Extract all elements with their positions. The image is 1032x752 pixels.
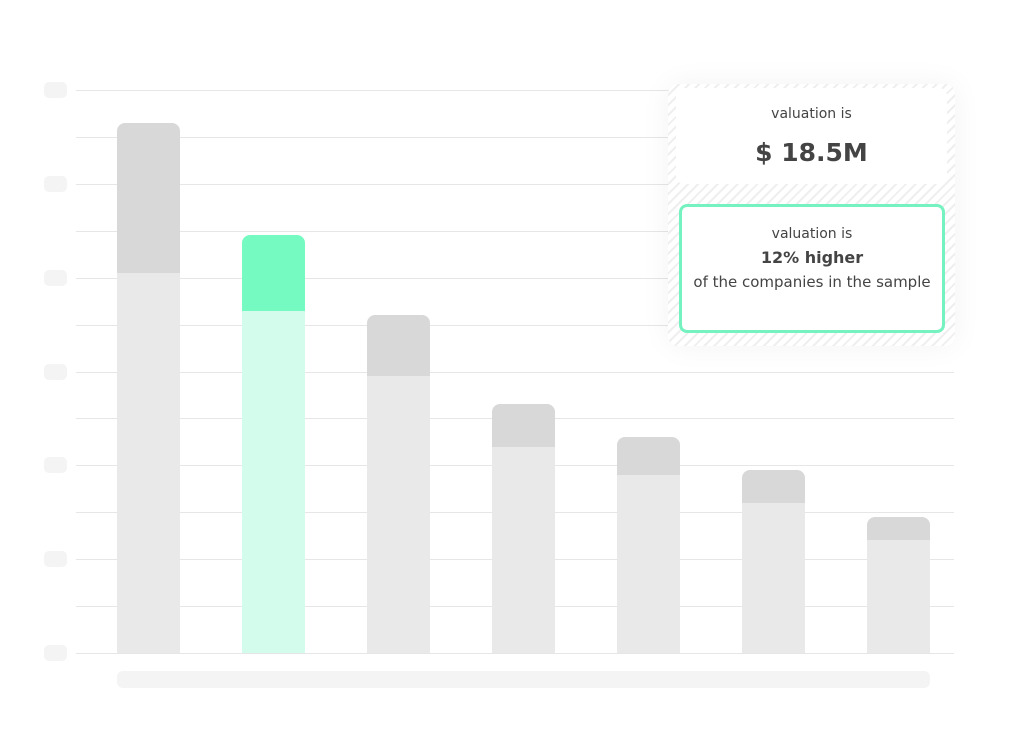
bar <box>742 470 805 653</box>
bar-top-segment <box>617 437 680 475</box>
valuation-label: valuation is <box>771 106 852 122</box>
gridline <box>76 325 954 326</box>
bar <box>117 122 180 653</box>
y-tick-placeholder <box>44 82 67 98</box>
gridline <box>76 137 954 138</box>
bar-top-segment <box>367 315 430 377</box>
valuation-amount-card: valuation is $ 18.5M <box>676 88 947 184</box>
comparison-label: valuation is <box>771 226 853 242</box>
x-axis-placeholder-label <box>117 671 930 688</box>
bar <box>367 315 430 653</box>
bar <box>492 404 555 653</box>
bar <box>867 516 930 653</box>
gridline <box>76 278 954 279</box>
bar-base-segment <box>617 474 680 653</box>
y-tick-placeholder <box>44 176 67 192</box>
y-tick-placeholder <box>44 645 67 661</box>
comparison-headline: 12% higher <box>760 248 864 267</box>
bar-top-segment <box>117 122 180 273</box>
y-tick-placeholder <box>44 457 67 473</box>
gridline <box>76 372 954 373</box>
valuation-tooltip: valuation is $ 18.5M valuation is 12% hi… <box>668 84 955 346</box>
bar-base-segment <box>742 502 805 653</box>
gridline <box>76 90 954 91</box>
y-tick-placeholder <box>44 551 67 567</box>
bar <box>617 437 680 653</box>
bar-top-segment <box>742 470 805 503</box>
bar-top-segment <box>867 516 930 541</box>
y-tick-placeholder <box>44 270 67 286</box>
bar-base-segment <box>242 310 305 653</box>
comparison-description: of the companies in the sample <box>693 273 931 291</box>
bar-base-segment <box>367 376 430 653</box>
valuation-value: $ 18.5M <box>755 138 868 167</box>
bar-top-segment <box>242 235 305 311</box>
bar-top-segment <box>492 404 555 447</box>
valuation-comparison-card: valuation is 12% higher of the companies… <box>679 204 945 333</box>
y-tick-placeholder <box>44 364 67 380</box>
gridline <box>76 653 954 654</box>
bar-base-segment <box>492 446 555 653</box>
gridline <box>76 184 954 185</box>
bar-base-segment <box>117 272 180 653</box>
bar-base-segment <box>867 540 930 653</box>
gridline <box>76 231 954 232</box>
highlighted-bar <box>242 235 305 653</box>
